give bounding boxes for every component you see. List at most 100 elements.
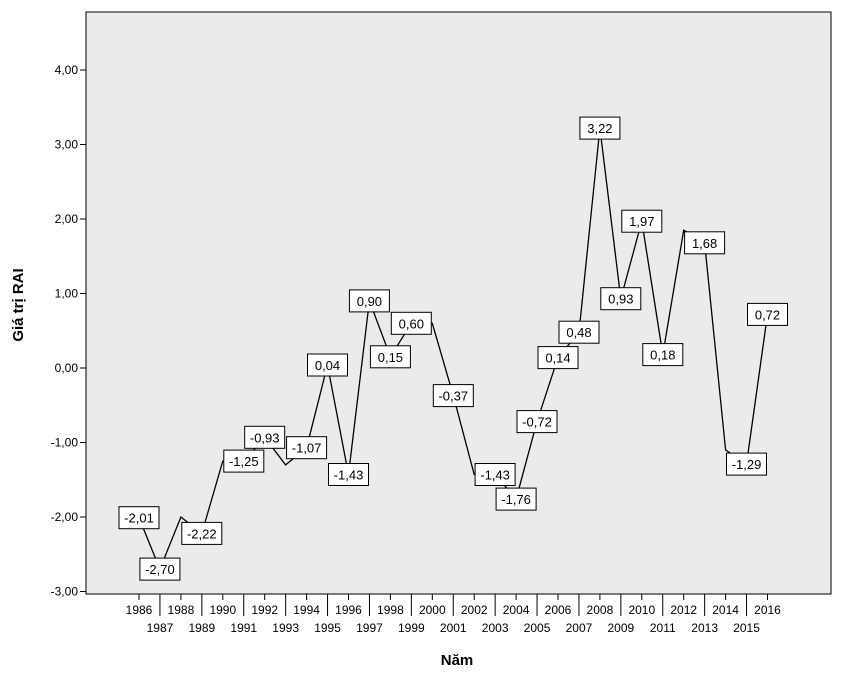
x-tick-label: 1990 <box>209 603 236 617</box>
y-tick-label: 3,00 <box>55 138 79 152</box>
x-tick-label: 2002 <box>461 603 488 617</box>
x-tick-label: 2011 <box>650 621 676 635</box>
y-axis: 4,00 3,00 2,00 1,00 0,00 -1,00 -2,00 -3,00 <box>51 63 86 599</box>
y-axis-title: Giá trị RAI <box>10 268 27 341</box>
data-label: -1,76 <box>495 487 537 511</box>
data-label-text: -1,25 <box>229 454 259 469</box>
x-tick-label: 1997 <box>356 621 383 635</box>
y-tick-label: -1,00 <box>51 436 79 450</box>
x-tick-label: 1987 <box>147 621 174 635</box>
x-tick-label: 1999 <box>398 621 425 635</box>
data-label: 0,14 <box>537 346 579 370</box>
x-tick-label: 2014 <box>712 603 739 617</box>
y-tick-label: 4,00 <box>55 63 79 77</box>
data-label: 0,04 <box>307 353 348 377</box>
data-label-box <box>369 345 411 369</box>
data-label: -1,29 <box>726 452 767 476</box>
data-label-text: -2,22 <box>187 526 217 541</box>
data-label-box <box>621 209 663 233</box>
data-label: -1,43 <box>474 463 516 486</box>
data-label-box <box>328 463 369 486</box>
x-tick-label: 2010 <box>628 603 655 617</box>
data-label: -2,01 <box>118 506 160 530</box>
data-label-text: 0,90 <box>357 294 382 309</box>
x-tick-label: 1996 <box>335 603 362 617</box>
x-tick-label: 1992 <box>251 603 278 617</box>
data-label-text: 0,04 <box>315 358 340 373</box>
data-label: 1,68 <box>684 231 726 255</box>
data-label: -0,72 <box>516 410 558 434</box>
data-label: 0,93 <box>600 287 642 311</box>
data-label-text: -1,43 <box>480 468 510 483</box>
x-tick-label: 2015 <box>733 621 760 635</box>
data-label: 0,72 <box>747 302 788 326</box>
data-label: 0,48 <box>558 320 600 344</box>
data-label-text: 0,60 <box>399 316 424 331</box>
x-tick-label: 1993 <box>272 621 299 635</box>
data-label-text: -2,70 <box>145 562 175 577</box>
data-label-box <box>642 343 684 367</box>
data-label: -2,22 <box>181 521 223 545</box>
x-tick-label: 2013 <box>691 621 718 635</box>
data-label-text: 0,72 <box>755 307 780 322</box>
x-tick-label: 2008 <box>587 603 614 617</box>
x-tick-label: 1998 <box>377 603 404 617</box>
data-label-text: -0,72 <box>522 415 552 430</box>
x-tick-label: 1994 <box>293 603 320 617</box>
x-tick-label: 1986 <box>126 603 153 617</box>
data-label-box <box>118 506 160 530</box>
data-label-box <box>286 436 328 460</box>
data-label-text: 0,18 <box>650 348 675 363</box>
data-labels: -2,01 -2,70 -2,22 -1,25 -0,93 -1,07 0,04 -1,43 0… <box>118 116 788 581</box>
data-label-text: -2,01 <box>124 511 154 526</box>
data-label-box <box>348 289 390 313</box>
data-label: 1,97 <box>621 209 663 233</box>
data-label-text: 0,48 <box>566 325 591 340</box>
data-label: -1,25 <box>223 449 265 473</box>
data-label-box <box>390 311 432 335</box>
data-label-text: -0,93 <box>250 430 280 445</box>
data-label-text: -1,29 <box>732 457 762 472</box>
x-tick-label: 1989 <box>188 621 215 635</box>
data-label-text: -1,76 <box>501 492 531 507</box>
data-label-box <box>579 116 621 140</box>
data-label-box <box>474 463 516 486</box>
x-tick-label: 2016 <box>754 603 781 617</box>
plot-area <box>85 11 832 595</box>
data-label: -1,43 <box>328 463 369 486</box>
x-tick-label: 1991 <box>230 621 257 635</box>
data-label-box <box>495 487 537 511</box>
data-label-box <box>307 353 348 377</box>
data-label-box <box>558 320 600 344</box>
data-label: 3,22 <box>579 116 621 140</box>
data-label-box <box>432 384 474 408</box>
data-label-text: 1,97 <box>629 214 654 229</box>
data-label-box <box>139 557 181 581</box>
data-label-text: -1,07 <box>292 441 322 456</box>
data-label: 0,60 <box>390 311 432 335</box>
data-label-text: 3,22 <box>587 121 612 136</box>
x-tick-label: 2006 <box>545 603 572 617</box>
data-label-text: 0,93 <box>608 292 633 307</box>
x-axis: 1986 1987 1988 1989 1990 1991 1992 1993 1994 1995… <box>126 594 781 635</box>
y-tick-label: -3,00 <box>51 585 79 599</box>
data-label-text: 0,14 <box>545 351 570 366</box>
x-tick-label: 2005 <box>524 621 551 635</box>
x-tick-label: 2009 <box>607 621 634 635</box>
data-label-box <box>223 449 265 473</box>
y-tick-label: 1,00 <box>55 287 79 301</box>
data-label-box <box>726 452 767 476</box>
x-tick-label: 2007 <box>566 621 593 635</box>
x-axis-title: Năm <box>441 652 474 669</box>
data-label-box <box>516 410 558 434</box>
y-tick-label: 2,00 <box>55 212 79 226</box>
data-label: -2,70 <box>139 557 181 581</box>
data-label-text: -1,43 <box>334 468 364 483</box>
data-label: -0,93 <box>244 425 286 449</box>
x-tick-label: 2003 <box>482 621 509 635</box>
data-label-text: 0,15 <box>378 350 403 365</box>
data-label: 0,18 <box>642 343 684 367</box>
x-tick-label: 2001 <box>440 621 467 635</box>
data-label-box <box>181 521 223 545</box>
